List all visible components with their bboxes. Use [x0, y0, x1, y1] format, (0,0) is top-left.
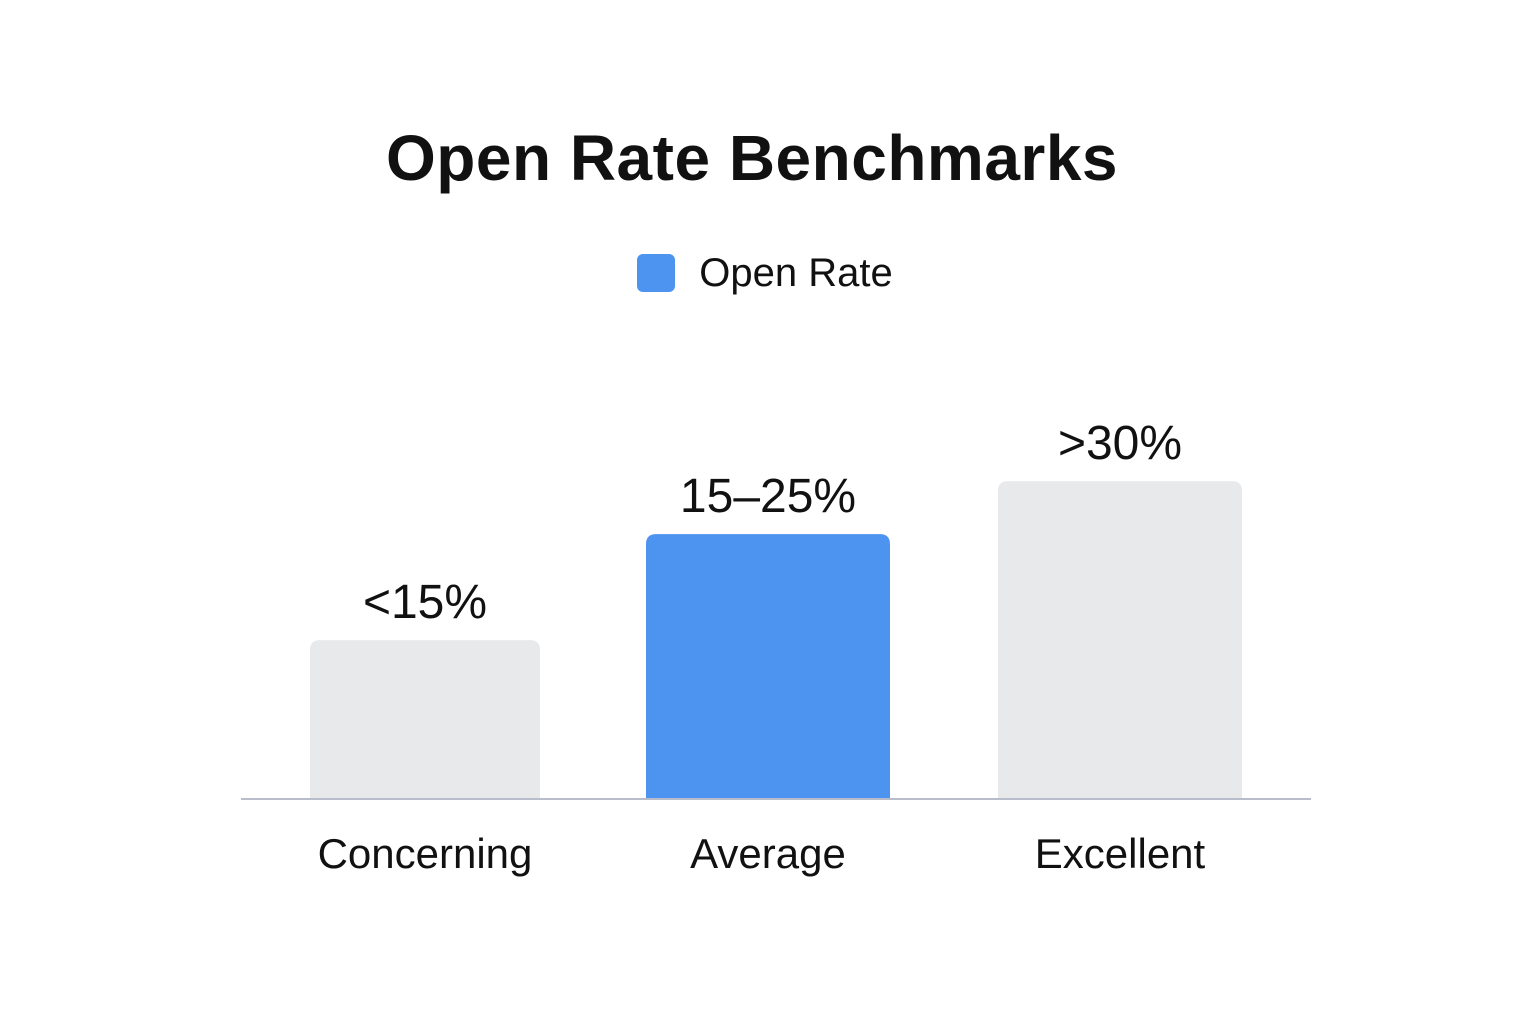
- category-label-excellent: Excellent: [1035, 830, 1206, 877]
- labels-layer: <15% Concerning 15–25% Average >30% Excellent: [318, 417, 1206, 877]
- category-label-average: Average: [690, 830, 846, 877]
- value-label-concerning: <15%: [363, 576, 487, 629]
- bar-excellent: [998, 481, 1242, 799]
- bars-layer: [310, 481, 1242, 799]
- category-label-concerning: Concerning: [318, 830, 533, 877]
- legend-swatch-open-rate: [637, 254, 676, 292]
- value-label-excellent: >30%: [1058, 417, 1182, 470]
- legend-label-open-rate: Open Rate: [699, 251, 893, 295]
- chart-legend: Open Rate: [0, 248, 1530, 298]
- value-label-average: 15–25%: [680, 470, 856, 523]
- bar-average: [646, 534, 890, 799]
- chart-title: Open Rate Benchmarks: [385, 122, 1119, 194]
- bar-concerning: [310, 640, 540, 799]
